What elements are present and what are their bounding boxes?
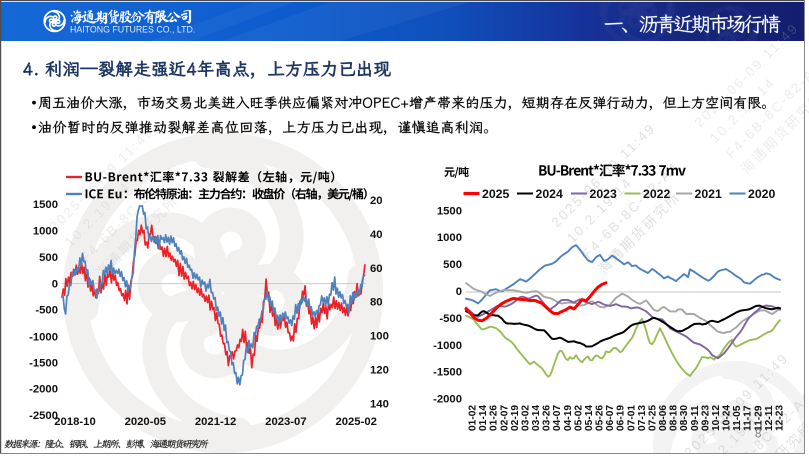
svg-text:60: 60 <box>370 263 383 275</box>
svg-text:2020-05: 2020-05 <box>125 416 166 428</box>
svg-text:0: 0 <box>456 286 462 298</box>
svg-text:2021: 2021 <box>695 187 723 201</box>
svg-text:03-02: 03-02 <box>520 405 531 431</box>
svg-text:07-01: 07-01 <box>626 405 637 431</box>
svg-text:12-23: 12-23 <box>774 405 785 431</box>
svg-text:03-26: 03-26 <box>542 405 553 431</box>
svg-text:-500: -500 <box>439 313 462 325</box>
svg-text:11-29: 11-29 <box>753 405 764 431</box>
svg-text:07-25: 07-25 <box>647 405 658 431</box>
svg-text:01-02: 01-02 <box>468 405 479 431</box>
svg-text:1500: 1500 <box>437 205 462 217</box>
svg-text:02-07: 02-07 <box>499 405 510 431</box>
svg-text:2022: 2022 <box>643 187 671 201</box>
svg-text:11-05: 11-05 <box>732 405 743 431</box>
svg-text:-2000: -2000 <box>29 384 58 396</box>
svg-text:-500: -500 <box>35 305 58 317</box>
svg-text:05-26: 05-26 <box>595 405 606 431</box>
svg-text:2018-10: 2018-10 <box>54 416 95 428</box>
svg-text:120: 120 <box>370 365 389 377</box>
svg-text:8: 8 <box>755 429 761 441</box>
svg-text:1000: 1000 <box>33 226 58 238</box>
svg-text:2025: 2025 <box>482 187 510 201</box>
svg-text:10-12: 10-12 <box>711 405 722 431</box>
svg-text:1500: 1500 <box>33 199 58 211</box>
svg-text:04-07: 04-07 <box>552 405 563 431</box>
svg-text:140: 140 <box>370 398 389 410</box>
svg-text:2024: 2024 <box>536 187 564 201</box>
svg-text:-2500: -2500 <box>29 410 58 422</box>
svg-text:40: 40 <box>370 229 383 241</box>
svg-text:06-07: 06-07 <box>605 405 616 431</box>
svg-text:10-24: 10-24 <box>722 405 733 431</box>
svg-text:2023: 2023 <box>590 187 618 201</box>
svg-text:11-17: 11-17 <box>743 405 754 431</box>
svg-text:05-14: 05-14 <box>584 405 595 431</box>
svg-text:2021-12: 2021-12 <box>195 416 236 428</box>
svg-text:-1000: -1000 <box>433 340 462 352</box>
svg-text:-1500: -1500 <box>433 367 462 379</box>
svg-text:500: 500 <box>443 259 462 271</box>
svg-text:09-23: 09-23 <box>700 405 711 431</box>
svg-text:2025-02: 2025-02 <box>335 416 376 428</box>
svg-text:05-02: 05-02 <box>573 405 584 431</box>
svg-text:20: 20 <box>370 195 383 207</box>
svg-text:12-11: 12-11 <box>764 405 775 431</box>
svg-text:08-30: 08-30 <box>679 405 690 431</box>
svg-text:2020: 2020 <box>748 187 776 201</box>
svg-text:08-06: 08-06 <box>658 405 669 431</box>
svg-text:04-19: 04-19 <box>563 405 574 431</box>
svg-text:0: 0 <box>52 279 58 291</box>
svg-text:HAITONG FUTURES CO., LTD.: HAITONG FUTURES CO., LTD. <box>70 24 195 34</box>
svg-text:01-26: 01-26 <box>489 405 500 431</box>
svg-text:-1500: -1500 <box>29 358 58 370</box>
svg-text:09-11: 09-11 <box>690 405 701 431</box>
svg-text:02-19: 02-19 <box>510 405 521 431</box>
svg-text:03-14: 03-14 <box>531 405 542 431</box>
svg-text:-1000: -1000 <box>29 331 58 343</box>
svg-text:2023-07: 2023-07 <box>265 416 306 428</box>
svg-text:1000: 1000 <box>437 232 462 244</box>
svg-text:100: 100 <box>370 331 389 343</box>
svg-text:500: 500 <box>39 252 58 264</box>
svg-text:-2000: -2000 <box>433 394 462 406</box>
svg-text:80: 80 <box>370 297 383 309</box>
svg-text:07-13: 07-13 <box>637 405 648 431</box>
svg-text:01-14: 01-14 <box>478 405 489 431</box>
svg-text:08-18: 08-18 <box>669 405 680 431</box>
svg-text:06-19: 06-19 <box>616 405 627 431</box>
